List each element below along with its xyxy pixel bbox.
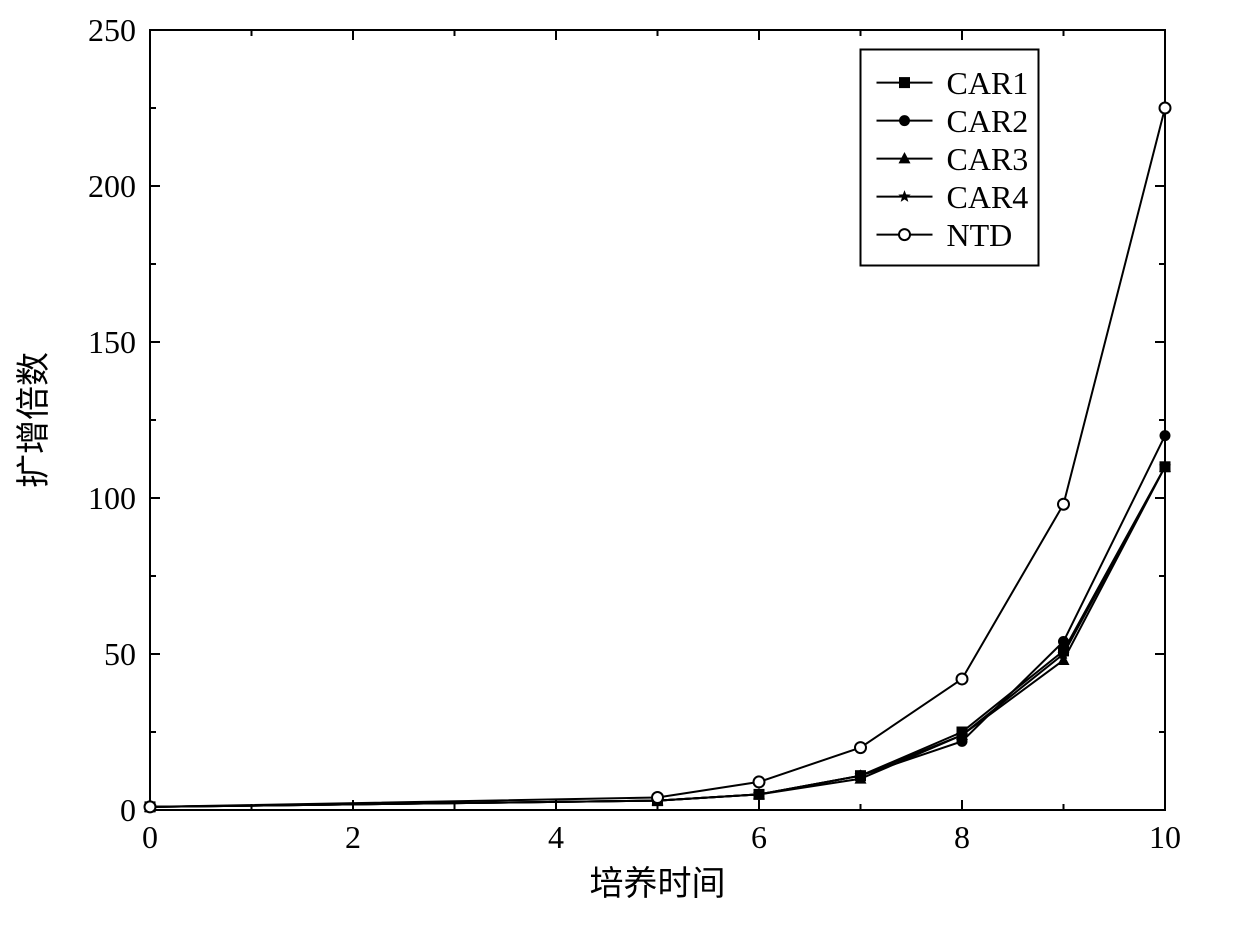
- legend-label: CAR2: [947, 103, 1029, 139]
- x-tick-label: 10: [1149, 819, 1181, 855]
- y-axis-label: 扩增倍数: [15, 352, 53, 488]
- y-tick-label: 0: [120, 792, 136, 828]
- x-tick-label: 0: [142, 819, 158, 855]
- y-tick-label: 250: [88, 12, 136, 48]
- legend-label: NTD: [947, 217, 1013, 253]
- legend-label: CAR3: [947, 141, 1029, 177]
- series-CAR1: [145, 461, 1171, 812]
- series-CAR2: [145, 430, 1171, 812]
- series-CAR3: [144, 460, 1171, 811]
- chart-container: 0 2 4 6 8 10 0 50 100 150 200 250 CAR1CAR2CAR3CAR4…: [0, 0, 1240, 940]
- series-CAR4: [144, 460, 1171, 812]
- x-tick-label: 6: [751, 819, 767, 855]
- y-tick-label: 150: [88, 324, 136, 360]
- line-chart: 0 2 4 6 8 10 0 50 100 150 200 250 CAR1CAR2CAR3CAR4…: [0, 0, 1240, 940]
- y-tick-label: 100: [88, 480, 136, 516]
- x-tick-label: 8: [954, 819, 970, 855]
- x-tick-label: 2: [345, 819, 361, 855]
- y-tick-label: 200: [88, 168, 136, 204]
- legend-label: CAR4: [947, 179, 1029, 215]
- y-tick-label: 50: [104, 636, 136, 672]
- legend: CAR1CAR2CAR3CAR4NTD: [861, 50, 1039, 266]
- x-axis-label: 培养时间: [590, 865, 726, 903]
- legend-label: CAR1: [947, 65, 1029, 101]
- x-tick-label: 4: [548, 819, 564, 855]
